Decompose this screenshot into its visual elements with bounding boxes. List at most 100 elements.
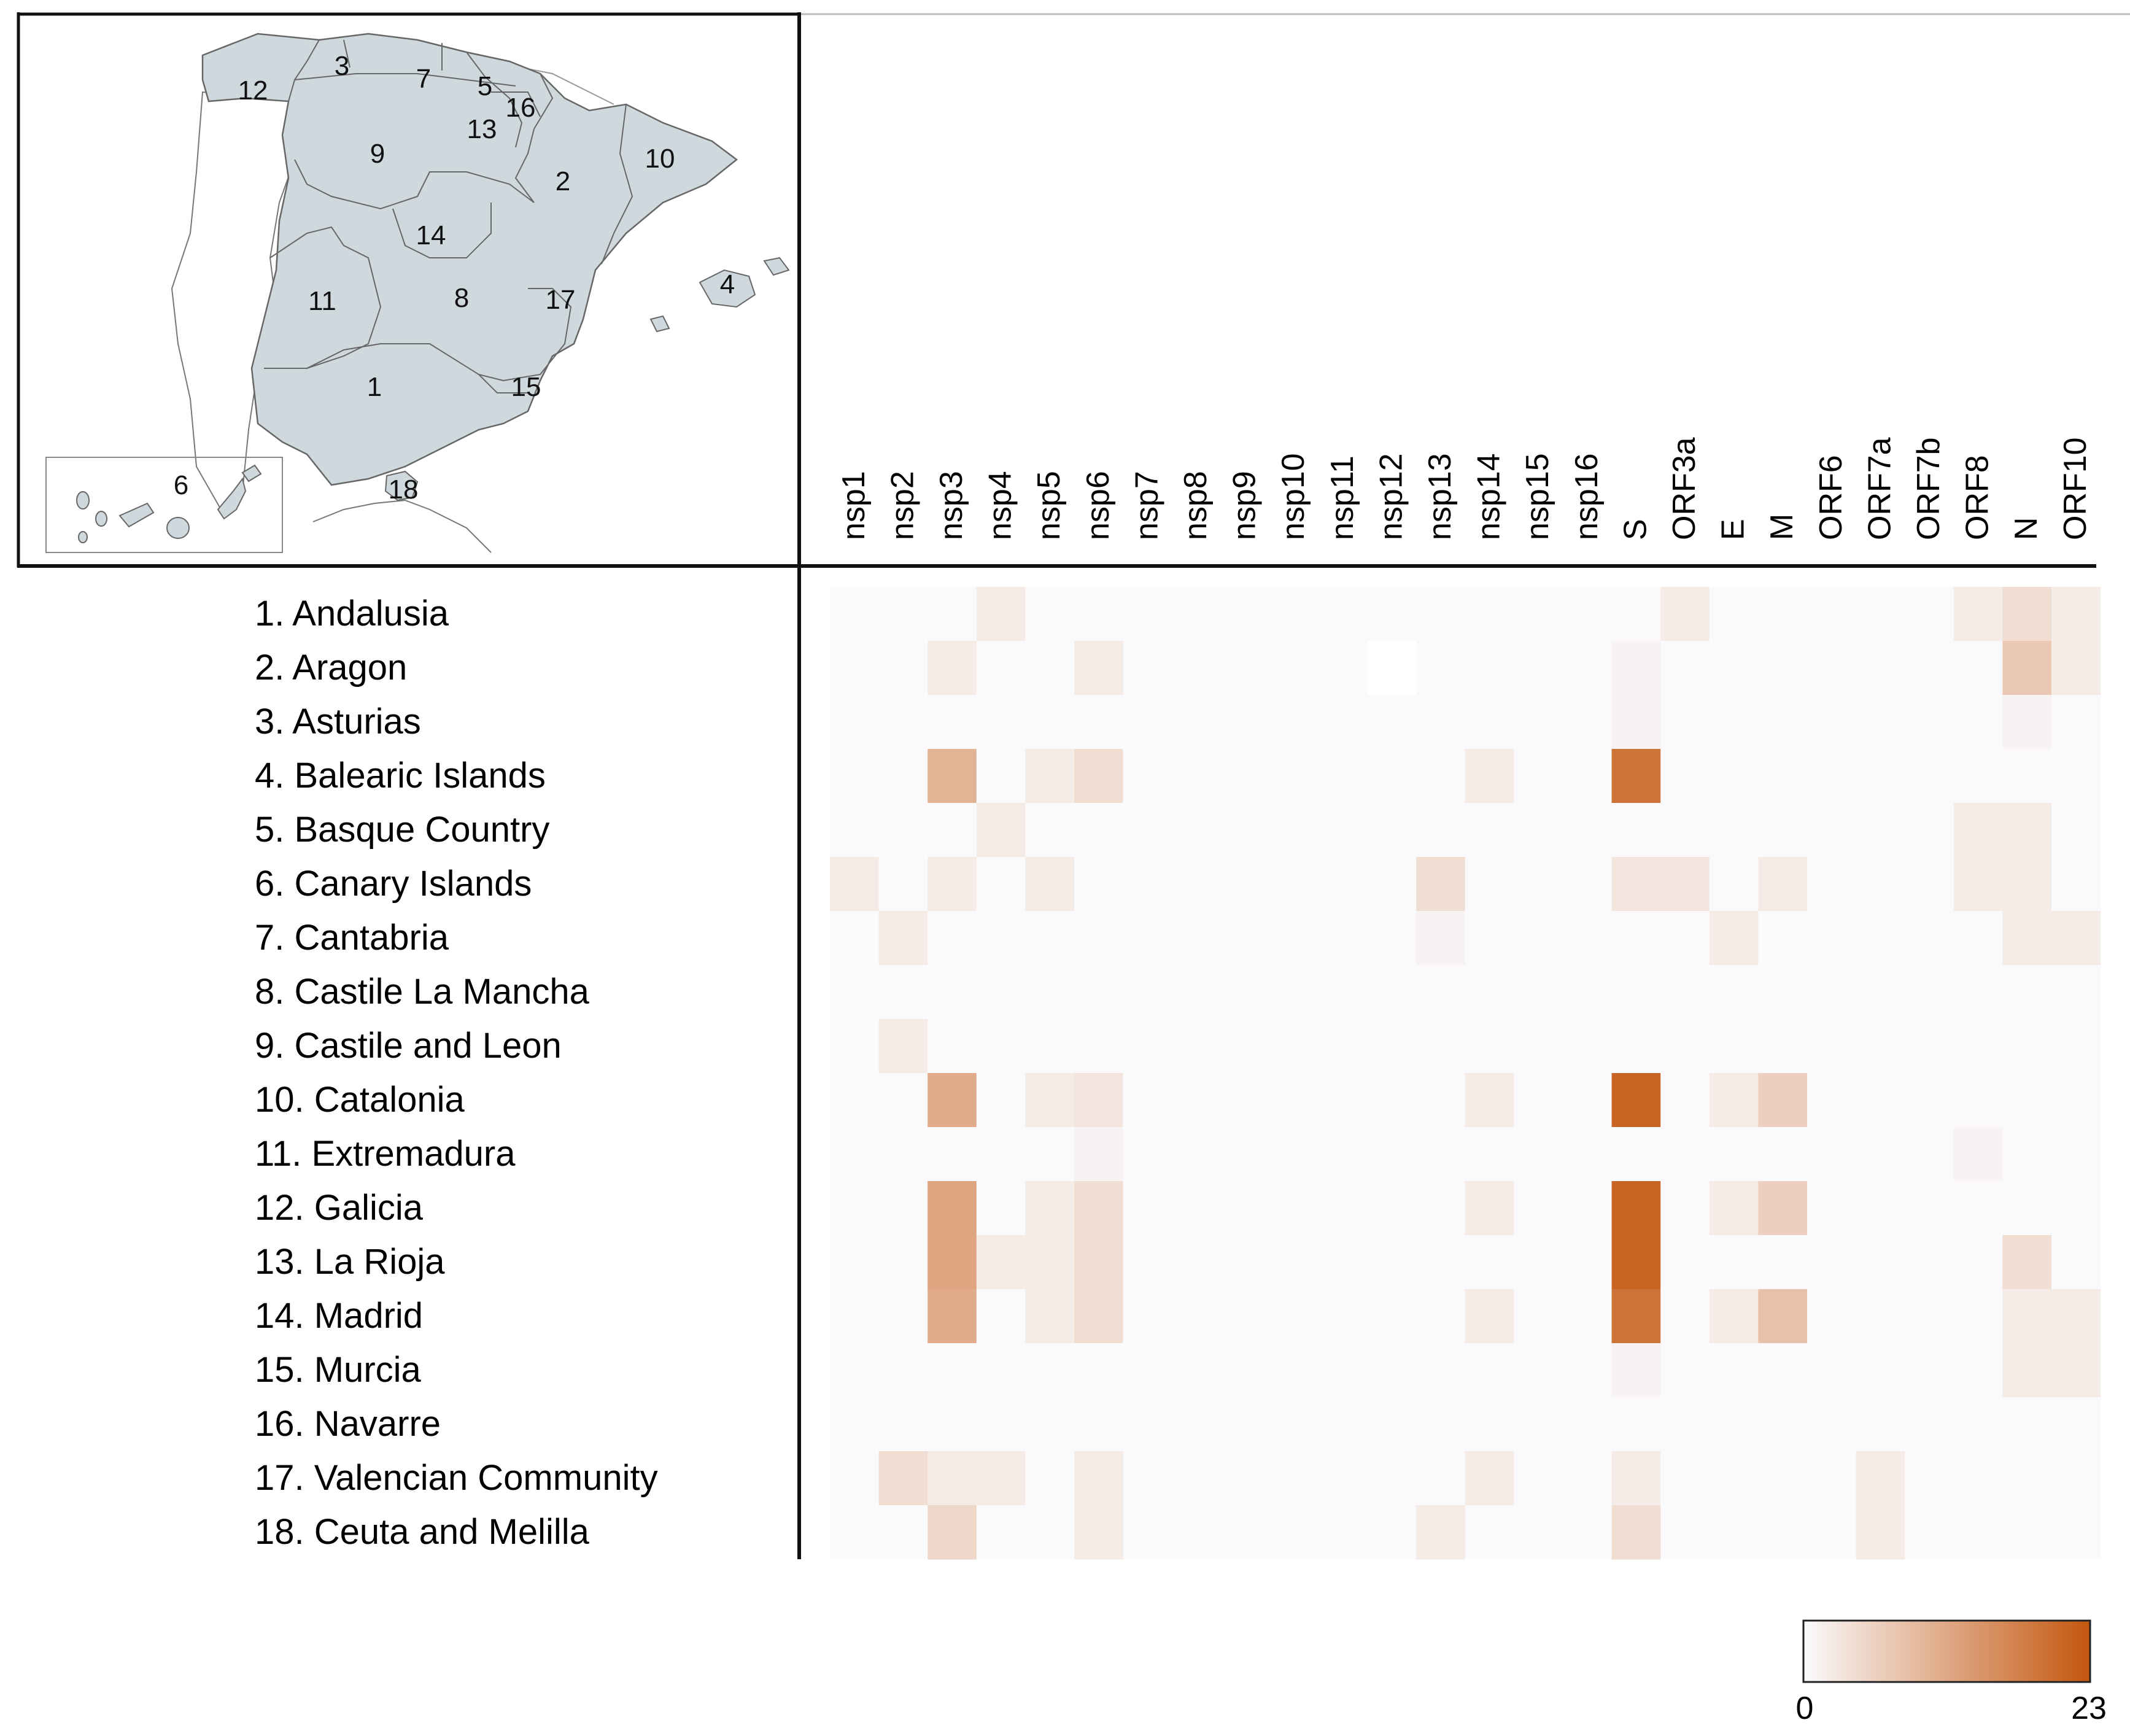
heatmap-cell [976, 857, 1026, 912]
heatmap-cell [830, 1127, 880, 1182]
heatmap-cell [2002, 749, 2052, 804]
heatmap-cell [1611, 1505, 1661, 1560]
heatmap-cell [1074, 749, 1124, 804]
heatmap-cell [878, 1451, 928, 1506]
heatmap-cell [1514, 857, 1563, 912]
heatmap-cell [1269, 1235, 1319, 1290]
heatmap-cell [1367, 1289, 1417, 1344]
heatmap-cell [1465, 1451, 1514, 1506]
heatmap-cell [1905, 803, 1954, 858]
row-label: 7. Cantabria [255, 918, 449, 958]
heatmap-cell [1123, 1451, 1172, 1506]
heatmap-cell [1758, 1289, 1808, 1344]
heatmap-cell [1123, 587, 1172, 641]
heatmap-cell [1172, 641, 1222, 696]
heatmap-cell [928, 1505, 977, 1560]
heatmap-cell [1416, 1019, 1466, 1074]
heatmap-cell [1269, 641, 1319, 696]
heatmap-cell [2051, 1127, 2101, 1182]
colorbar-min-label: 0 [1796, 1691, 1814, 1726]
balearic-islands [649, 257, 790, 333]
colorbar: 0 23 [1796, 1619, 2107, 1726]
heatmap-cell [1269, 911, 1319, 966]
heatmap-cell [2051, 1181, 2101, 1236]
heatmap-cell [830, 1343, 880, 1398]
heatmap-cell [1514, 1127, 1563, 1182]
heatmap-cell [1953, 1505, 2003, 1560]
heatmap-cell [1611, 749, 1661, 804]
heatmap-cell [1807, 1019, 1857, 1074]
heatmap-cell [976, 1019, 1026, 1074]
row-label: 6. Canary Islands [255, 864, 532, 904]
heatmap-cell [1709, 1235, 1759, 1290]
heatmap-cell [1074, 1019, 1124, 1074]
heatmap-cell [976, 965, 1026, 1020]
column-label: nsp14 [1471, 453, 1507, 540]
heatmap-cell [1856, 1397, 1905, 1452]
heatmap-cell [1905, 1235, 1954, 1290]
map-label-1: 1 [367, 372, 382, 402]
heatmap-cell [2002, 1397, 2052, 1452]
heatmap-cell [830, 965, 880, 1020]
heatmap-cell [1416, 1505, 1466, 1560]
heatmap-cell [1660, 1127, 1710, 1182]
heatmap-cell [1269, 1397, 1319, 1452]
heatmap-cell [1367, 857, 1417, 912]
heatmap-cell [1319, 1235, 1368, 1290]
heatmap-cell [1856, 1451, 1905, 1506]
heatmap-cell [1905, 1181, 1954, 1236]
heatmap-cell [1758, 857, 1808, 912]
heatmap-cell [1611, 857, 1661, 912]
heatmap-cell [1269, 1127, 1319, 1182]
heatmap-cell [2002, 1235, 2052, 1290]
canary-islands-shapes [76, 464, 262, 543]
heatmap-cell [878, 1289, 928, 1344]
heatmap-cell [1025, 965, 1075, 1020]
heatmap-cell [1709, 1343, 1759, 1398]
heatmap-cell [1905, 641, 1954, 696]
heatmap-cell [1025, 1451, 1075, 1506]
heatmap-cell [1123, 1181, 1172, 1236]
heatmap-cell [1074, 857, 1124, 912]
heatmap-cell [1807, 695, 1857, 750]
heatmap-cell [1416, 1181, 1466, 1236]
heatmap-cell [2051, 1505, 2101, 1560]
heatmap-cell [1856, 695, 1905, 750]
heatmap-cell [1953, 857, 2003, 912]
heatmap-cell [2051, 1073, 2101, 1128]
map-label-4: 4 [720, 269, 735, 300]
heatmap-cell [1514, 1343, 1563, 1398]
heatmap-cell [1367, 1235, 1417, 1290]
heatmap-cell [1905, 1505, 1954, 1560]
heatmap-cell [1660, 1073, 1710, 1128]
heatmap-cell [1563, 911, 1613, 966]
heatmap-cell [1953, 1235, 2003, 1290]
heatmap-cell [1269, 1343, 1319, 1398]
heatmap-cell [1025, 1397, 1075, 1452]
heatmap-cell [1709, 749, 1759, 804]
heatmap-cell [1807, 1073, 1857, 1128]
heatmap-cell [2051, 965, 2101, 1020]
heatmap-cell [928, 587, 977, 641]
heatmap-cell [2051, 1343, 2101, 1398]
heatmap-cell [1709, 1505, 1759, 1560]
heatmap-cell [830, 803, 880, 858]
heatmap-cell [1758, 641, 1808, 696]
heatmap-cell [2002, 1451, 2052, 1506]
heatmap-cell [830, 857, 880, 912]
heatmap-cell [928, 1289, 977, 1344]
row-label: 9. Castile and Leon [255, 1026, 562, 1066]
heatmap-cell [1172, 1073, 1222, 1128]
heatmap-cell [1025, 1505, 1075, 1560]
heatmap-cell [1758, 1343, 1808, 1398]
heatmap-cell [1172, 1505, 1222, 1560]
heatmap-cell [1123, 1019, 1172, 1074]
row-label: 18. Ceuta and Melilla [255, 1512, 590, 1552]
heatmap-cell [830, 1451, 880, 1506]
heatmap-cell [2051, 803, 2101, 858]
heatmap-cell [1172, 749, 1222, 804]
heatmap-cell [1025, 1181, 1075, 1236]
heatmap-cell [1905, 1289, 1954, 1344]
heatmap-cell [1611, 695, 1661, 750]
heatmap-cell [1563, 1289, 1613, 1344]
